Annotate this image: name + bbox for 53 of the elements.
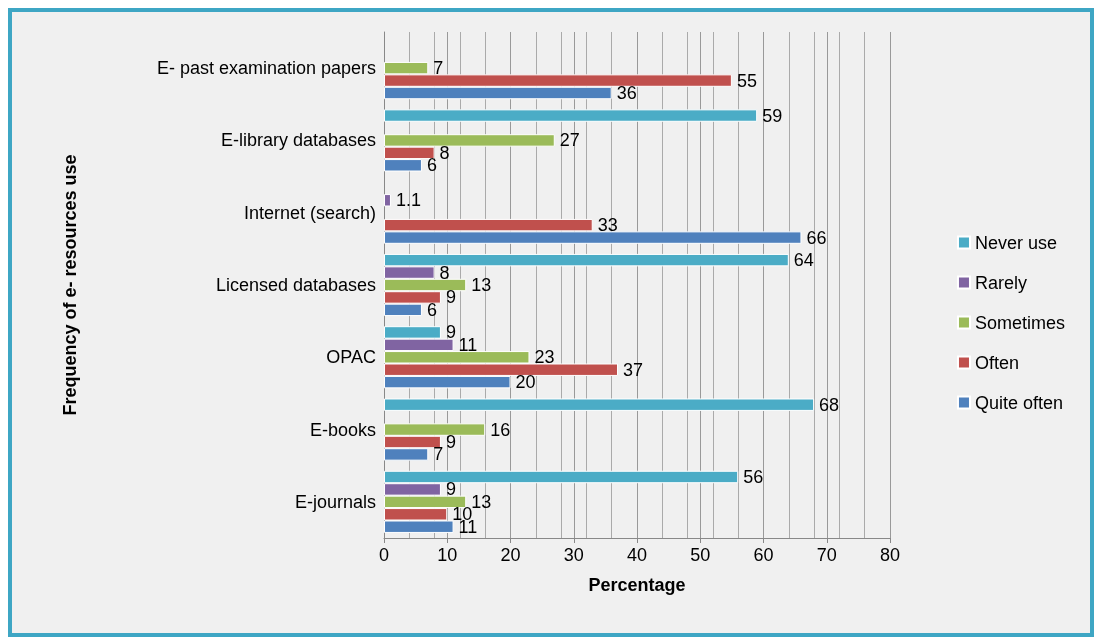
data-label: 33 xyxy=(597,215,618,236)
x-tick-label: 60 xyxy=(753,545,774,565)
x-tick-label: 80 xyxy=(879,545,901,565)
x-axis-title: Percentage xyxy=(588,575,686,595)
y-tick-label: E-library databases xyxy=(220,130,376,151)
data-label: 37 xyxy=(623,359,644,380)
x-tick-label: 10 xyxy=(437,545,458,565)
y-axis-title: Frequency of e- resources use xyxy=(60,154,80,416)
data-label: 6 xyxy=(426,155,437,176)
y-tick-label: Internet (search) xyxy=(243,202,376,223)
y-tick-label: E-books xyxy=(309,419,376,440)
x-tick-label: 20 xyxy=(500,545,521,565)
legend-label: Quite often xyxy=(974,392,1064,413)
data-label: 9 xyxy=(445,322,456,343)
legend-label: Often xyxy=(974,352,1019,373)
data-label: 9 xyxy=(445,479,456,500)
data-label: 23 xyxy=(534,347,555,368)
data-label: 64 xyxy=(793,250,814,271)
data-label: 59 xyxy=(762,105,783,126)
data-label: 13 xyxy=(471,275,492,295)
bar xyxy=(384,109,758,122)
bar xyxy=(384,194,391,207)
y-tick-label: Licensed databases xyxy=(215,275,376,295)
x-tick-label: 30 xyxy=(563,545,584,565)
x-tick-label: 50 xyxy=(690,545,711,565)
data-label: 8 xyxy=(439,262,450,283)
x-tick-label: 70 xyxy=(816,545,837,565)
x-tick-label: 0 xyxy=(378,545,390,565)
data-label: 8 xyxy=(439,142,450,163)
data-label: 16 xyxy=(490,419,511,440)
data-label: 68 xyxy=(819,394,840,415)
data-label: 55 xyxy=(736,70,757,91)
data-label: 9 xyxy=(445,432,456,452)
legend-label: Sometimes xyxy=(974,312,1065,333)
data-label: 7 xyxy=(433,58,444,79)
data-label: 27 xyxy=(559,130,580,151)
data-label: 7 xyxy=(433,444,444,465)
data-label: 20 xyxy=(515,372,536,393)
y-tick-label: E-journals xyxy=(294,491,376,512)
bar xyxy=(384,398,815,411)
legend-label: Never use xyxy=(974,232,1058,253)
x-tick-label: 40 xyxy=(626,545,648,565)
y-tick-label: OPAC xyxy=(326,347,376,368)
data-label: 36 xyxy=(616,83,637,104)
legend-label: Rarely xyxy=(974,272,1027,293)
data-label: 6 xyxy=(426,299,437,320)
data-label: 56 xyxy=(743,466,764,487)
y-tick-label: E- past examination papers xyxy=(156,58,376,79)
data-label: 13 xyxy=(471,491,492,512)
data-label: 1.1 xyxy=(395,190,421,211)
data-label: 9 xyxy=(445,287,456,308)
data-label: 11 xyxy=(458,334,478,355)
data-label: 66 xyxy=(806,227,827,248)
